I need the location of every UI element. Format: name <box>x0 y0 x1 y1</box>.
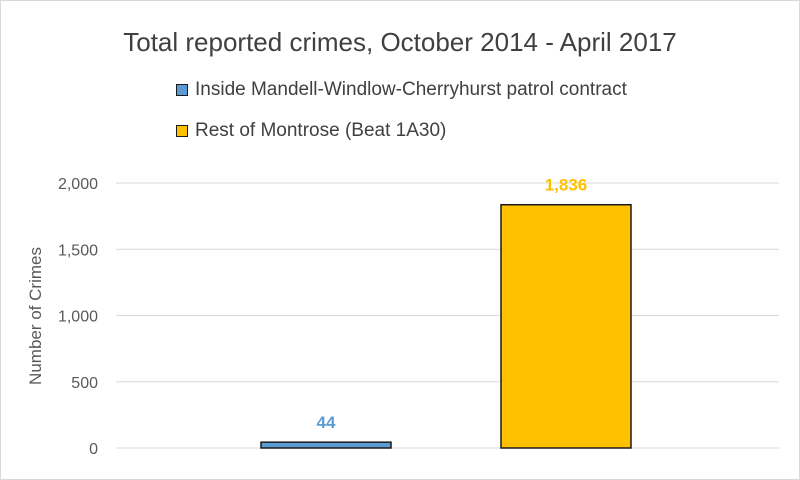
data-labels: 44 1,836 <box>317 176 588 432</box>
y-tick-label: 1,000 <box>58 309 98 326</box>
legend-swatch-inside-contract <box>176 84 188 96</box>
y-tick-label: 2,000 <box>58 176 98 193</box>
bar-inside-contract <box>260 441 392 449</box>
legend-item-rest-of-montrose: Rest of Montrose (Beat 1A30) <box>176 119 446 143</box>
y-tick-label: 500 <box>71 375 98 392</box>
bar-rest-of-montrose <box>500 203 632 449</box>
y-axis-tick-labels: 0 500 1,000 1,500 2,000 <box>58 176 98 458</box>
bars <box>260 203 632 449</box>
legend-label-rest-of-montrose: Rest of Montrose (Beat 1A30) <box>195 120 447 141</box>
data-label-rest-of-montrose: 1,836 <box>545 176 588 195</box>
data-label-inside-contract: 44 <box>317 413 336 432</box>
gridlines <box>116 182 779 449</box>
legend-swatch-rest-of-montrose <box>176 125 188 137</box>
y-axis-title: Number of Crimes <box>26 247 45 385</box>
y-tick-label: 1,500 <box>58 242 98 259</box>
chart-title: Total reported crimes, October 2014 - Ap… <box>123 27 677 57</box>
legend-item-inside-contract: Inside Mandell-Windlow-Cherryhurst patro… <box>176 78 627 102</box>
y-tick-label: 0 <box>89 441 98 458</box>
legend-label-inside-contract: Inside Mandell-Windlow-Cherryhurst patro… <box>195 79 627 100</box>
